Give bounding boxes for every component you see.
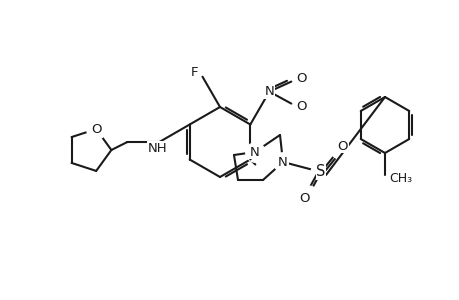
Text: F: F bbox=[190, 66, 198, 79]
Text: O: O bbox=[299, 193, 309, 206]
Text: O: O bbox=[337, 140, 347, 152]
Text: CH₃: CH₃ bbox=[389, 172, 412, 185]
Text: N: N bbox=[278, 155, 287, 169]
Text: N: N bbox=[250, 146, 259, 158]
Text: O: O bbox=[296, 72, 306, 85]
Text: NH: NH bbox=[147, 142, 167, 154]
Text: S: S bbox=[316, 164, 325, 179]
Text: O: O bbox=[91, 123, 101, 136]
Text: O: O bbox=[296, 100, 306, 113]
Text: N: N bbox=[264, 85, 274, 98]
